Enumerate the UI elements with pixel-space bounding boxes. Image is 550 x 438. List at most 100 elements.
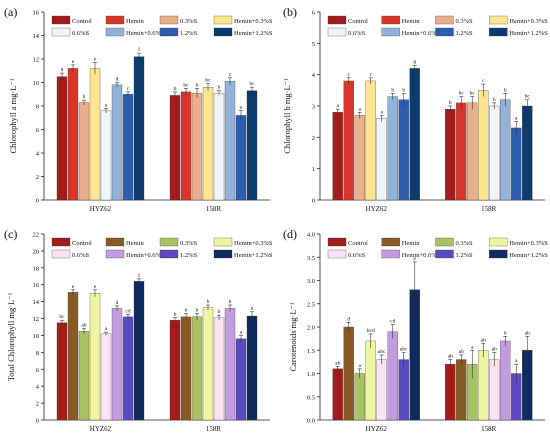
bar: [522, 105, 533, 201]
bar: [180, 91, 192, 201]
significance-letter: ab: [459, 349, 464, 355]
significance-letter: bc: [525, 94, 531, 100]
y-tick-label: 0.0: [307, 418, 315, 425]
y-tick-label: 10: [33, 80, 40, 87]
significance-letter: b: [229, 299, 232, 305]
bar: [191, 92, 203, 201]
significance-letter: b: [504, 330, 507, 336]
legend-label: Hemin+0.3%S: [509, 18, 548, 25]
significance-letter: b: [174, 312, 177, 318]
significance-letter: ab: [481, 337, 486, 343]
x-tick-label: HYZ62: [90, 205, 112, 213]
legend-label: 0.3%S: [456, 18, 474, 25]
significance-letter: b: [449, 100, 452, 106]
y-axis-label: Carotenoids mg·L⁻¹: [288, 302, 298, 372]
bar: [56, 322, 68, 421]
bar: [224, 308, 236, 421]
bar: [100, 333, 112, 421]
legend-swatch: [327, 249, 347, 259]
y-tick-label: 2: [312, 135, 315, 142]
legend-label: Hemin+0.3%S: [234, 18, 273, 25]
legend-swatch: [105, 237, 125, 247]
x-tick-label: 158R: [481, 425, 497, 433]
y-tick-label: 4: [312, 72, 316, 79]
significance-letter: bc: [59, 314, 65, 320]
bar: [409, 68, 420, 201]
significance-letter: d: [116, 300, 119, 306]
bar: [180, 316, 192, 421]
bar: [343, 326, 354, 421]
bar: [78, 331, 90, 421]
significance-letter: e: [72, 59, 75, 65]
legend-label: 1.2%S: [180, 30, 198, 37]
y-tick-label: 1.5: [307, 348, 315, 355]
significance-letter: a: [240, 329, 243, 335]
bar: [354, 373, 365, 421]
significance-letter: cd: [390, 319, 395, 325]
significance-letter: a: [359, 363, 362, 369]
significance-letter: cd: [125, 308, 130, 314]
significance-letter: d: [61, 67, 64, 73]
significance-letter: a: [515, 116, 518, 122]
bar: [343, 80, 354, 201]
y-tick-label: 8: [36, 104, 39, 111]
bar: [478, 90, 489, 201]
bar: [78, 102, 90, 201]
bar: [500, 99, 511, 201]
bar: [213, 317, 225, 421]
significance-letter: a: [337, 103, 340, 109]
bar: [398, 99, 409, 201]
significance-letter: a: [359, 106, 362, 112]
legend-swatch: [159, 249, 179, 259]
significance-letter: e: [72, 284, 75, 290]
significance-letter: bc: [470, 91, 476, 97]
y-tick-label: 0.5: [307, 394, 315, 401]
significance-letter: ab: [448, 354, 453, 360]
bar: [111, 308, 123, 421]
y-tick-label: 4.0: [307, 232, 315, 239]
y-tick-label: 20: [33, 248, 40, 255]
legend-label: 0.6%S: [348, 252, 366, 259]
legend-label: 1.2%S: [456, 30, 474, 37]
legend-swatch: [105, 249, 125, 259]
significance-letter: b: [493, 97, 496, 103]
significance-letter: ab: [335, 361, 340, 367]
panel-label: (d): [283, 227, 297, 241]
significance-letter: bc: [249, 81, 255, 87]
bar: [89, 68, 101, 201]
legend-label: 0.3%S: [180, 240, 198, 247]
legend-swatch: [159, 237, 179, 247]
chart-panel-4: (d) 0.0 0.5 1.0 1.5 2.0 2.5 3.0 3.5 4.0 Carotenoid…: [283, 227, 548, 433]
bar: [202, 87, 214, 201]
y-tick-label: 5: [312, 41, 315, 48]
legend-swatch: [213, 27, 233, 37]
x-tick-label: 158R: [481, 205, 497, 213]
significance-letter: c: [348, 72, 351, 78]
legend-swatch: [435, 249, 454, 259]
bar: [246, 90, 258, 201]
bar: [246, 315, 258, 421]
legend-swatch: [105, 27, 125, 37]
significance-letter: e: [94, 284, 97, 290]
legend-swatch: [51, 237, 71, 247]
bar: [111, 84, 123, 201]
bar: [235, 338, 247, 421]
legend-swatch: [105, 15, 125, 25]
legend-label: Hemin+0.6%S: [402, 30, 441, 37]
legend-swatch: [435, 27, 454, 37]
legend-swatch: [213, 15, 233, 25]
significance-letter: e: [94, 57, 97, 63]
significance-letter: b: [504, 87, 507, 93]
y-tick-label: 6: [36, 127, 40, 134]
legend-label: Hemin+0.6%S: [126, 252, 165, 259]
legend-label: 0.6%S: [72, 30, 90, 37]
chart-panel-2: (b) 0 1 2 3 4 5 6 Chlorophyll b mg·L⁻¹ a c a c a b b d HY…: [282, 5, 548, 213]
bar: [398, 359, 409, 421]
significance-letter: b: [174, 86, 177, 92]
bar: [332, 368, 343, 421]
legend-swatch: [381, 27, 400, 37]
significance-letter: f: [138, 46, 140, 53]
significance-letter: abc: [400, 347, 408, 353]
